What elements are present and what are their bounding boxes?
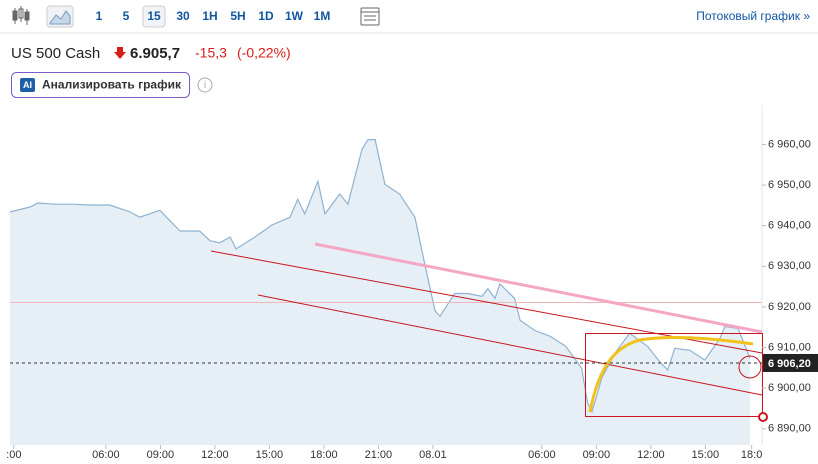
down-arrow — [114, 47, 126, 59]
x-tick-label: 15:00 — [256, 449, 284, 461]
y-tick-label: 6 960,00 — [768, 138, 811, 150]
info-icon[interactable]: i — [197, 77, 213, 93]
ai-button[interactable]: AI Анализировать график — [11, 72, 190, 98]
candles-icon[interactable] — [12, 6, 30, 25]
x-tick-label: 06:00 — [528, 449, 556, 461]
x-tick-label: :00 — [6, 449, 21, 461]
ai-badge: AI — [23, 80, 32, 90]
ai-label: Анализировать график — [42, 78, 182, 92]
x-tick-label: 09:00 — [147, 449, 175, 461]
y-tick-label: 6 920,00 — [768, 301, 811, 313]
interval-button[interactable]: 5H — [230, 9, 245, 23]
x-tick-label: 15:00 — [692, 449, 720, 461]
stream-link[interactable]: Потоковый график » — [696, 9, 810, 23]
interval-button[interactable]: 1 — [96, 9, 103, 23]
area-icon[interactable] — [46, 5, 74, 28]
x-tick-label: 06:00 — [92, 449, 120, 461]
instrument-name: US 500 Cash — [11, 45, 100, 62]
y-tick-label: 6 940,00 — [768, 220, 811, 232]
toolbar — [0, 0, 818, 33]
x-tick-label: 08.01 — [419, 449, 447, 461]
x-tick-label: 18:00 — [310, 449, 338, 461]
calendar-icon[interactable] — [360, 7, 380, 26]
x-axis: :00 06:00 09:00 12:00 15:00 18:00 21:00 08.01 06… — [6, 445, 762, 461]
x-tick-label: 09:00 — [583, 449, 611, 461]
y-tick-label: 6 890,00 — [768, 423, 811, 435]
y-tick-label: 6 900,00 — [768, 382, 811, 394]
interval-button[interactable]: 1M — [314, 9, 331, 23]
active-interval — [142, 5, 166, 28]
price: 6.905,7 — [130, 45, 180, 62]
x-tick-label: 12:00 — [637, 449, 665, 461]
interval-button[interactable]: 1D — [258, 9, 274, 23]
y-tick-label: 6 950,00 — [768, 179, 811, 191]
drawings — [210, 242, 768, 422]
interval-button[interactable]: 15 — [147, 9, 161, 23]
interval-button[interactable]: 5 — [123, 9, 130, 23]
interval-button[interactable]: 1H — [202, 9, 217, 23]
area-fill — [10, 139, 751, 445]
x-tick-label: 12:00 — [201, 449, 229, 461]
change: -15,3 — [195, 45, 227, 61]
y-tick-label: 6 930,00 — [768, 260, 811, 272]
interval-button[interactable]: 1W — [285, 9, 304, 23]
change-pct: (-0,22%) — [237, 45, 291, 61]
svg-text:i: i — [204, 80, 206, 91]
y-tick-label: 6 910,00 — [768, 341, 811, 353]
x-tick-label: 21:00 — [365, 449, 393, 461]
current-price-label: 6 906,20 — [768, 358, 811, 370]
interval-button[interactable]: 30 — [176, 9, 190, 23]
x-tick-label: 18:0 — [741, 449, 762, 461]
plot: Investing.com — [10, 139, 762, 445]
current-price-box — [763, 353, 818, 372]
